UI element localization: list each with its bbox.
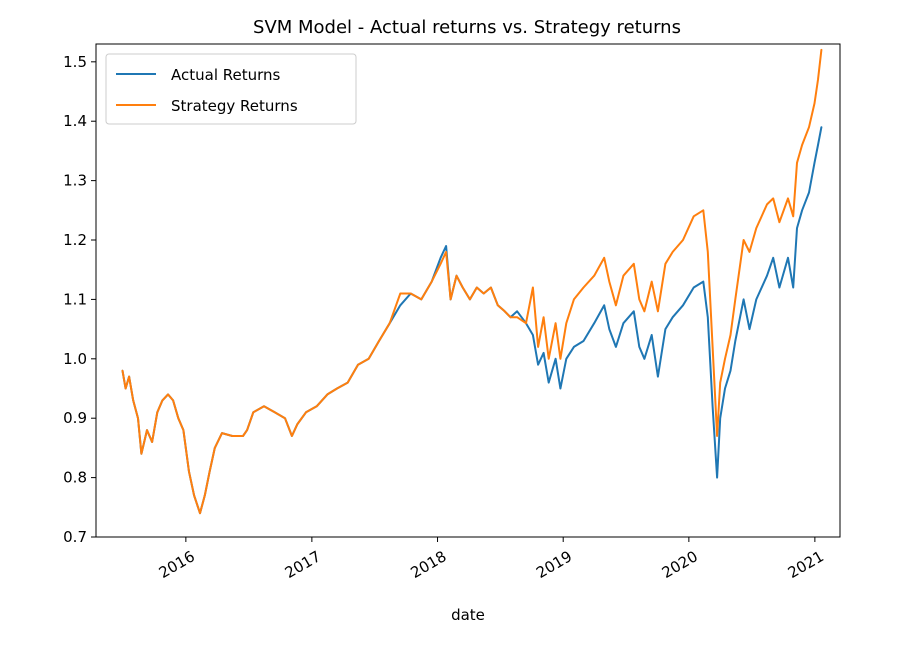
y-tick-label: 1.0 <box>63 350 87 368</box>
y-tick-label: 1.1 <box>63 290 87 308</box>
axes-frame <box>95 43 841 538</box>
y-tick-label: 1.3 <box>63 172 87 190</box>
x-tick-label: 2021 <box>785 547 827 582</box>
series-line-actual-returns <box>121 126 823 515</box>
legend-label-actual-returns: Actual Returns <box>171 66 281 84</box>
legend-box <box>105 53 357 125</box>
x-tick-label: 2019 <box>533 547 575 582</box>
x-tick-label: 2020 <box>659 547 701 582</box>
legend: Actual Returns Strategy Returns <box>105 53 357 125</box>
x-tick-label: 2017 <box>282 547 324 582</box>
y-tick-label: 1.5 <box>63 53 87 71</box>
chart-title: SVM Model - Actual returns vs. Strategy … <box>253 17 681 38</box>
y-tick-label: 1.2 <box>63 231 87 249</box>
x-axis-label: date <box>451 606 485 624</box>
y-tick-label: 0.7 <box>63 528 87 546</box>
plot-area <box>121 48 823 515</box>
y-tick-label: 0.9 <box>63 409 87 427</box>
y-axis: 0.7 0.8 0.9 1.0 1.1 1.2 1.3 1.4 1.5 <box>63 53 96 546</box>
legend-label-strategy-returns: Strategy Returns <box>171 97 298 115</box>
x-tick-label: 2016 <box>156 547 198 582</box>
y-tick-label: 0.8 <box>63 469 87 487</box>
series-line-strategy-returns <box>121 48 823 515</box>
x-axis: 2016 2017 2018 2019 2020 2021 <box>156 537 827 582</box>
x-tick-label: 2018 <box>407 547 449 582</box>
y-tick-label: 1.4 <box>63 112 87 130</box>
